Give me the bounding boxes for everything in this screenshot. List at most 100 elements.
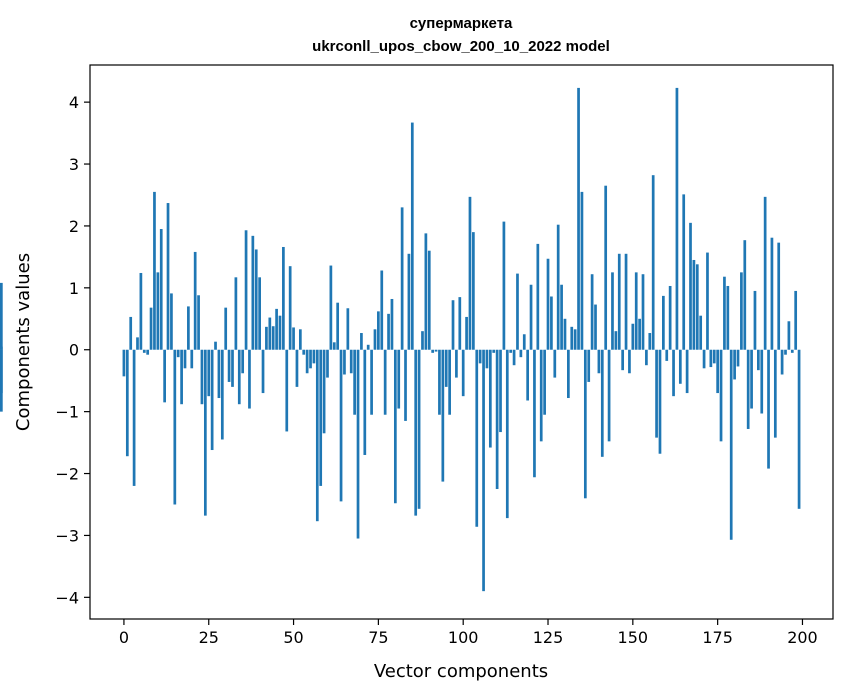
bar-component-78 [387,313,390,350]
bar-component-128 [556,224,560,350]
bar-component-148 [624,253,628,350]
bar-component-116 [516,273,519,350]
bar-component-20 [190,349,194,369]
bar-component-130 [563,318,567,350]
bar-component-1 [125,349,129,457]
y-tick-label: −4 [55,588,79,607]
bar-component-50 [292,327,295,350]
bar-component-7 [146,349,150,355]
bar-component-133 [573,329,577,350]
bar-component-108 [488,349,492,448]
bar-component-151 [634,272,638,350]
bar-component-85 [410,122,414,350]
bar-component-31 [227,349,231,382]
bar-component-156 [651,175,655,350]
bar-component-195 [784,349,787,355]
bar-component-155 [648,333,652,350]
bar-component-142 [604,185,608,350]
bar-component-115 [512,349,516,366]
bar-component-183 [743,240,747,350]
bar-component-129 [560,284,563,350]
bar-component-132 [570,326,574,350]
bar-component-72 [366,344,370,350]
bar-component-66 [346,308,350,350]
bar-component-36 [244,230,248,350]
bar-component-114 [509,349,513,353]
chart-title-line-1: супермаркета [410,15,513,32]
bar-component-33 [234,277,238,350]
x-tick-label: 150 [618,628,649,647]
bar-component-65 [343,349,346,375]
bar-component-99 [458,297,462,350]
bar-component-47 [282,246,285,350]
bar-component-107 [485,349,489,369]
bar-component-124 [543,349,546,415]
bar-component-23 [200,349,204,405]
bar-component-12 [163,349,166,403]
bar-component-28 [217,349,221,399]
bar-component-18 [183,349,187,369]
bar-component-30 [224,307,228,350]
y-axis-ticks: −4 −3 −2 −1 0 1 2 3 4 [55,93,90,607]
x-axis-label: Vector components [374,661,548,682]
bar-component-165 [682,194,686,350]
bar-component-61 [329,265,333,350]
bar-component-91 [431,349,435,353]
bar-component-84 [407,253,411,350]
bar-component-70 [360,333,363,350]
bar-component-60 [326,349,329,378]
bar-component-19 [187,306,190,350]
y-tick-label: 3 [69,155,79,174]
bar-component-55 [309,349,312,369]
bar-component-2 [129,316,133,350]
y-tick-label: −3 [55,526,79,545]
bar-component-17 [180,349,183,405]
bar-component-175 [716,349,719,394]
bar-component-45 [275,308,278,350]
bar-component-149 [628,349,631,374]
bar-component-11 [159,229,163,350]
bar-component-177 [723,276,726,350]
bar-component-178 [726,285,730,350]
bar-component-141 [600,349,604,457]
bar-component-139 [594,304,597,350]
x-tick-label: 25 [199,628,219,647]
bar-component-191 [770,237,774,350]
bar-component-35 [241,349,245,374]
bar-component-62 [332,342,336,350]
bar-component-188 [760,349,764,414]
bar-component-8 [149,307,153,350]
bar-component-22 [197,295,200,350]
bar-component-39 [254,249,258,350]
bar-component-198 [794,290,798,350]
bar-component-147 [621,349,625,371]
bar-component-121 [533,349,536,478]
bar-component-172 [706,252,709,350]
x-tick-label: 175 [702,628,733,647]
plot-frame [89,64,834,620]
bar-component-152 [638,318,641,350]
bar-component-123 [539,349,543,442]
bar-component-144 [611,272,614,350]
bar-component-40 [258,277,261,350]
bar-component-193 [777,242,781,350]
bar-component-88 [421,331,424,350]
bar-component-9 [153,191,156,350]
bar-component-194 [780,349,784,375]
bar-component-118 [522,334,526,350]
bar-component-184 [746,349,750,429]
bar-component-159 [662,295,665,350]
bar-component-143 [607,349,611,442]
bar-component-157 [655,349,658,438]
bar-component-67 [349,349,353,374]
bar-component-34 [237,349,241,405]
bar-component-98 [455,349,458,378]
bar-component-196 [787,321,791,350]
bar-component-138 [590,274,594,350]
bar-component-197 [790,349,794,353]
x-tick-label: 50 [283,628,303,647]
bar-component-171 [702,349,706,369]
bar-component-125 [546,258,550,350]
bar-component-51 [295,349,299,387]
bar-component-140 [597,349,601,374]
